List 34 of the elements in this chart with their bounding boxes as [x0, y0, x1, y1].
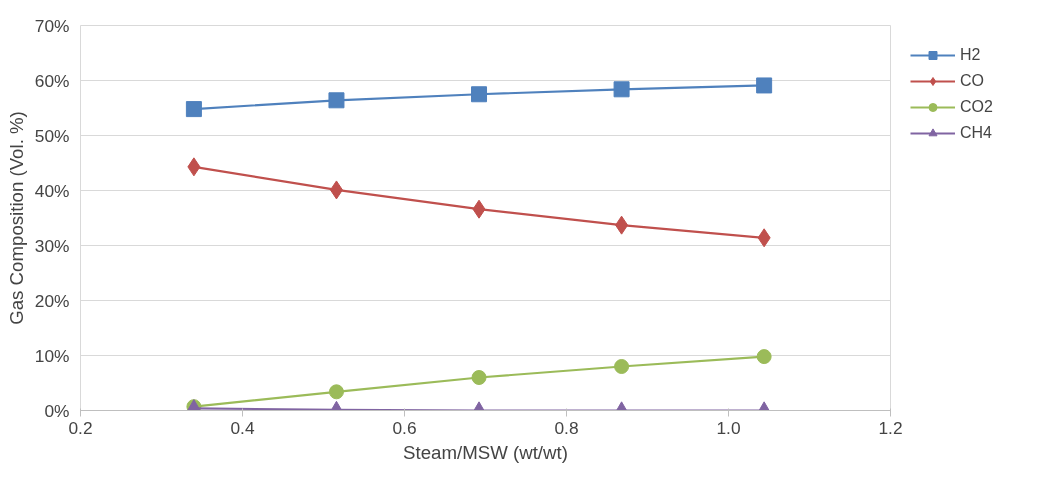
x-tick-label: 0.6: [392, 417, 417, 438]
x-axis-title: Steam/MSW (wt/wt): [403, 441, 568, 463]
y-axis-title: Gas Composition (Vol. %): [5, 111, 27, 325]
x-tick-label: 1.0: [716, 417, 741, 438]
y-tick-label: 20%: [34, 290, 70, 311]
point: [756, 77, 773, 94]
point: [757, 228, 771, 248]
point: [472, 199, 486, 219]
legend-label: H2: [960, 46, 981, 64]
point: [471, 86, 488, 103]
x-tick-label: 0.4: [230, 417, 255, 438]
x-tick-label: 0.2: [68, 417, 93, 438]
legend-label: CO2: [960, 98, 993, 116]
point: [613, 81, 630, 98]
point: [756, 349, 772, 365]
x-tick-label: 1.2: [878, 417, 903, 438]
y-tick-label: 70%: [34, 15, 70, 36]
point: [614, 359, 630, 374]
point: [185, 101, 202, 118]
point: [187, 157, 201, 177]
y-tick-label: 10%: [34, 345, 70, 366]
y-tick-label: 30%: [34, 235, 70, 256]
y-tick-label: 40%: [34, 180, 70, 201]
point: [329, 180, 343, 200]
legend-label: CH4: [960, 124, 993, 142]
x-tick-label: 0.8: [554, 417, 579, 438]
legend-label: CO: [960, 72, 984, 90]
point: [328, 92, 345, 109]
point: [328, 384, 344, 400]
y-tick-label: 50%: [34, 125, 70, 146]
y-tick-label: 0%: [44, 400, 70, 421]
y-tick-label: 60%: [34, 70, 70, 91]
point: [615, 215, 629, 235]
point: [471, 370, 487, 385]
